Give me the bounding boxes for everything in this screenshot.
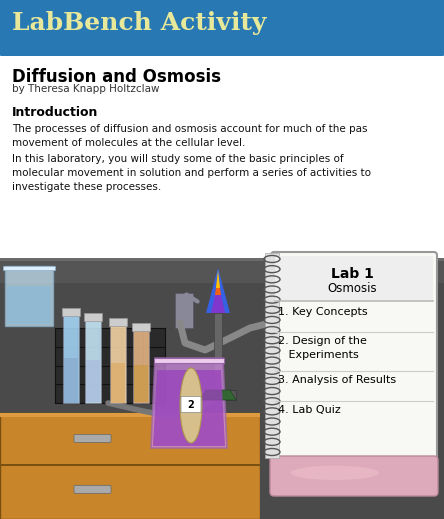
Bar [0,0,444,46]
Bar [0,258,444,283]
Bar [260,413,444,519]
Bar [214,313,222,398]
FancyBboxPatch shape [0,0,444,56]
Text: In this laboratory, you will study some of the basic principles of
molecular mov: In this laboratory, you will study some … [12,154,371,192]
Text: LabBench Activity: LabBench Activity [12,11,266,35]
Bar [7,286,51,324]
Text: 3. Analysis of Results: 3. Analysis of Results [278,375,396,385]
Polygon shape [200,390,236,400]
Text: 4. Lab Quiz: 4. Lab Quiz [278,405,341,415]
Bar [134,365,148,402]
FancyBboxPatch shape [181,397,201,413]
Bar [0,464,260,466]
Text: Osmosis: Osmosis [327,282,377,295]
Text: Diffusion and Osmosis: Diffusion and Osmosis [12,68,221,86]
Bar [86,360,100,402]
Bar [63,313,79,403]
Text: 1. Key Concepts: 1. Key Concepts [278,307,368,317]
Polygon shape [215,273,221,295]
Bar [110,323,126,403]
Bar [200,390,236,400]
FancyBboxPatch shape [74,485,111,494]
Ellipse shape [180,368,202,443]
Bar [133,328,149,403]
Text: by Theresa Knapp Holtzclaw: by Theresa Knapp Holtzclaw [12,84,159,94]
Bar [154,358,224,363]
Bar [85,318,101,403]
Bar [55,328,165,403]
Text: Introduction: Introduction [12,106,99,119]
Bar [0,413,260,417]
Bar [111,363,125,403]
Bar [64,358,78,403]
Polygon shape [153,370,225,446]
Bar [5,266,53,326]
Bar [109,318,127,326]
FancyBboxPatch shape [271,252,437,459]
Bar [275,256,433,301]
Polygon shape [151,358,227,448]
Polygon shape [211,281,225,313]
Text: Lab 1: Lab 1 [331,267,373,281]
Polygon shape [206,268,230,313]
FancyBboxPatch shape [270,456,438,496]
Bar [0,258,444,519]
Bar [132,323,150,331]
Bar [265,253,279,458]
Bar [175,293,193,328]
Text: 2. Design of the
   Experiments: 2. Design of the Experiments [278,336,367,360]
Polygon shape [216,270,220,288]
FancyBboxPatch shape [74,434,111,442]
Text: The processes of diffusion and osmosis account for much of the pas
movement of m: The processes of diffusion and osmosis a… [12,124,368,148]
Bar [0,258,444,261]
Bar [62,308,80,316]
Bar [3,266,55,270]
Text: 2: 2 [188,400,194,409]
Bar [0,413,260,519]
Bar [84,313,102,321]
Ellipse shape [291,466,379,480]
FancyArrowPatch shape [186,294,198,302]
